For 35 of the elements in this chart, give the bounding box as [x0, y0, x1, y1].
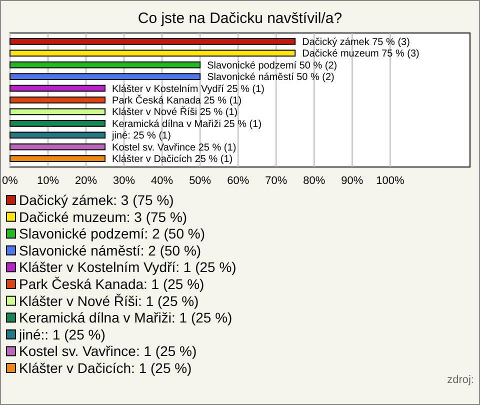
x-tick-label: 90% [341, 175, 364, 187]
x-tick-label: 40% [151, 175, 174, 187]
legend-label: Slavonické podzemí: 2 (50 %) [19, 226, 205, 242]
legend-label: Keramická dílna v Mařiži: 1 (25 %) [19, 310, 232, 326]
x-tick-label: 50% [189, 175, 212, 187]
legend-label: Klášter v Dačicích: 1 (25 %) [19, 360, 192, 376]
legend-label: Park Česká Kanada: 1 (25 %) [19, 276, 204, 292]
x-tick-label: 10% [37, 175, 60, 187]
data-label: Dačické muzeum 75 % (3) [302, 48, 420, 60]
legend-label: Dačické muzeum: 3 (75 %) [19, 208, 188, 225]
text: zdroj: [447, 374, 474, 386]
data-label: Klášter v Dačicích 25 % (1) [112, 154, 233, 166]
data-label: Slavonické podzemí 50 % (2) [207, 60, 338, 72]
data-label: Klášter v Nové Říši 25 % (1) [112, 106, 238, 118]
x-tick-label: 60% [227, 175, 250, 187]
legend-label: jiné:: 1 (25 %) [18, 326, 106, 342]
legend-label: Klášter v Nové Říši: 1 (25 %) [19, 292, 199, 309]
x-tick-label: 100% [376, 175, 404, 187]
data-label: Dačický zámek 75 % (3) [302, 36, 410, 48]
legend-label: Slavonické náměstí: 2 (50 %) [19, 242, 202, 258]
data-label: Park Česká Kanada 25 % (1) [112, 94, 242, 106]
x-tick-label: 20% [75, 175, 98, 187]
data-label: jiné: 25 % (1) [111, 130, 171, 142]
legend-label: Dačický zámek: 3 (75 %) [19, 192, 174, 208]
data-label: Klášter v Kostelním Vydří 25 % (1) [112, 84, 265, 95]
legend-label: Klášter v Kostelním Vydří: 1 (25 %) [19, 259, 236, 276]
chart-title: Co jste na Dačicku navštívil/a? [138, 10, 342, 27]
data-label: Keramická dílna v Mařiži 25 % (1) [112, 118, 262, 130]
data-label: Slavonické náměstí 50 % (2) [207, 72, 334, 84]
x-tick-label: 30% [113, 175, 136, 187]
x-tick-label: 80% [303, 175, 326, 187]
x-tick-label: 70% [265, 175, 288, 187]
data-label: Kostel sv. Vavřince 25 % (1) [112, 142, 236, 154]
x-tick-label: 0% [2, 175, 18, 187]
legend-label: Kostel sv. Vavřince: 1 (25 %) [19, 343, 197, 360]
